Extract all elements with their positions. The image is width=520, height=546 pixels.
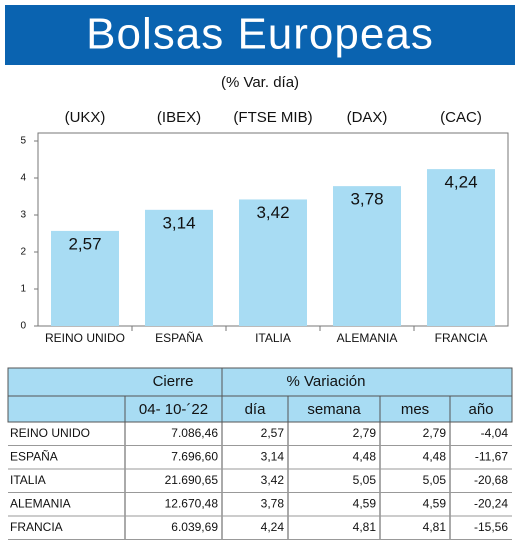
y-tick-label: 5 bbox=[20, 136, 26, 147]
table-cell: 4,81 bbox=[353, 520, 377, 534]
table-cell: FRANCIA bbox=[10, 520, 63, 534]
table-cell: 6.039,69 bbox=[171, 520, 218, 534]
table-cell: 2,79 bbox=[423, 426, 447, 440]
table-cell: 4,59 bbox=[423, 497, 447, 511]
chart-title: Bolsas Europeas bbox=[86, 10, 434, 59]
table-cell: 21.690,65 bbox=[165, 473, 219, 487]
bar bbox=[239, 199, 307, 326]
chart-subtitle: (% Var. día) bbox=[221, 74, 299, 91]
table-cell: 4,24 bbox=[261, 520, 285, 534]
index-label: (DAX) bbox=[347, 109, 388, 126]
y-tick-label: 3 bbox=[20, 210, 26, 221]
value-label: 4,24 bbox=[444, 173, 477, 192]
table-cell: 5,05 bbox=[423, 473, 447, 487]
table-cell: 4,59 bbox=[353, 497, 377, 511]
y-tick-label: 4 bbox=[20, 173, 26, 184]
x-tick-label: ITALIA bbox=[255, 331, 291, 345]
x-tick-label: ALEMANIA bbox=[337, 331, 398, 345]
value-label: 3,78 bbox=[350, 190, 383, 209]
table-header: 04- 10-´22 bbox=[139, 401, 208, 418]
table-cell: REINO UNIDO bbox=[10, 426, 90, 440]
table-cell: 2,79 bbox=[353, 426, 377, 440]
y-tick-label: 2 bbox=[20, 247, 26, 258]
table-header: mes bbox=[401, 401, 429, 418]
table-header: semana bbox=[307, 401, 361, 418]
table-cell: 7.086,46 bbox=[171, 426, 218, 440]
table-cell: ESPAÑA bbox=[10, 450, 58, 464]
bar bbox=[333, 186, 401, 326]
y-tick-label: 0 bbox=[20, 321, 26, 332]
bar bbox=[427, 169, 495, 326]
table-cell: -4,04 bbox=[481, 426, 509, 440]
table-header: Cierre bbox=[153, 373, 194, 390]
bar bbox=[145, 209, 213, 326]
table-cell: 3,42 bbox=[261, 473, 285, 487]
index-label: (UKX) bbox=[65, 109, 106, 126]
table-cell: 3,14 bbox=[261, 450, 285, 464]
table-cell: ITALIA bbox=[10, 473, 46, 487]
table-header: % Variación bbox=[287, 373, 366, 390]
table-cell: -11,67 bbox=[475, 450, 508, 464]
index-label: (FTSE MIB) bbox=[233, 109, 312, 126]
table-header-bg bbox=[7, 367, 513, 423]
table-cell: 4,48 bbox=[353, 450, 377, 464]
table-cell: 7.696,60 bbox=[171, 450, 218, 464]
title-banner bbox=[5, 5, 515, 65]
table-cell: 12.670,48 bbox=[165, 497, 219, 511]
index-label: (IBEX) bbox=[157, 109, 201, 126]
table-cell: -20,24 bbox=[474, 497, 508, 511]
y-tick-label: 1 bbox=[20, 284, 26, 295]
table-cell: 5,05 bbox=[353, 473, 377, 487]
table-cell: 4,48 bbox=[423, 450, 447, 464]
x-tick-label: ESPAÑA bbox=[155, 331, 203, 345]
table-cell: ALEMANIA bbox=[10, 497, 71, 511]
x-tick-label: FRANCIA bbox=[435, 331, 488, 345]
value-label: 2,57 bbox=[68, 234, 101, 253]
bar bbox=[51, 230, 119, 326]
index-label: (CAC) bbox=[440, 109, 482, 126]
table-cell: 2,57 bbox=[261, 426, 285, 440]
x-tick-label: REINO UNIDO bbox=[45, 331, 125, 345]
table-cell: 3,78 bbox=[261, 497, 285, 511]
table-cell: 4,81 bbox=[423, 520, 447, 534]
table-header: año bbox=[468, 401, 493, 418]
table-cell: -20,68 bbox=[474, 473, 508, 487]
table-header: día bbox=[245, 401, 267, 418]
table-cell: -15,56 bbox=[474, 520, 508, 534]
value-label: 3,42 bbox=[256, 203, 289, 222]
value-label: 3,14 bbox=[162, 213, 195, 232]
